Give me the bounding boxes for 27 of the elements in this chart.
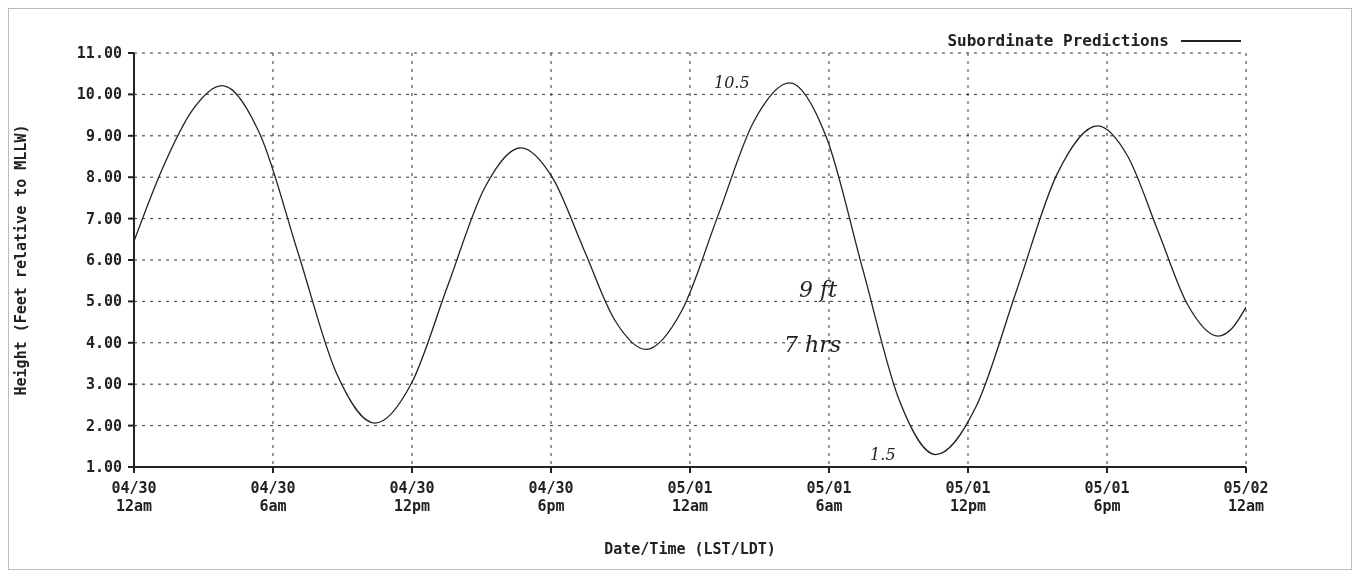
x-tick-label: 05/01 12am (667, 479, 713, 515)
x-tick-label: 05/01 6pm (1084, 479, 1130, 515)
x-tick-label: 04/30 6pm (528, 479, 574, 515)
annotation: 7 hrs (784, 332, 841, 357)
x-tick-label: 05/02 12am (1223, 479, 1269, 515)
annotation: 9 ft (799, 277, 837, 302)
annotation: 1.5 (870, 445, 896, 465)
x-tick-label: 04/30 12am (111, 479, 157, 515)
y-tick-label: 8.00 (85, 168, 122, 187)
legend-label: Subordinate Predictions (947, 31, 1169, 50)
y-axis-title: Height (Feet relative to MLLW) (12, 124, 31, 396)
y-tick-label: 3.00 (85, 375, 122, 394)
y-tick-label: 11.00 (76, 44, 122, 62)
x-tick-label: 05/01 6am (806, 479, 852, 515)
y-tick-label: 6.00 (85, 251, 122, 269)
y-tick-label: 10.00 (76, 85, 122, 104)
annotation: 10.5 (713, 73, 750, 93)
y-tick-label: 5.00 (85, 292, 122, 311)
y-tick-label: 2.00 (85, 416, 122, 435)
y-tick-label: 7.00 (85, 209, 122, 228)
x-axis-title: Date/Time (LST/LDT) (604, 540, 776, 558)
y-tick-label: 1.00 (85, 458, 122, 476)
x-tick-label: 04/30 12pm (389, 479, 435, 515)
y-tick-label: 4.00 (85, 333, 122, 352)
x-tick-label: 05/01 12pm (945, 479, 991, 515)
y-tick-label: 9.00 (85, 126, 122, 145)
x-tick-label: 04/30 6am (250, 479, 296, 515)
